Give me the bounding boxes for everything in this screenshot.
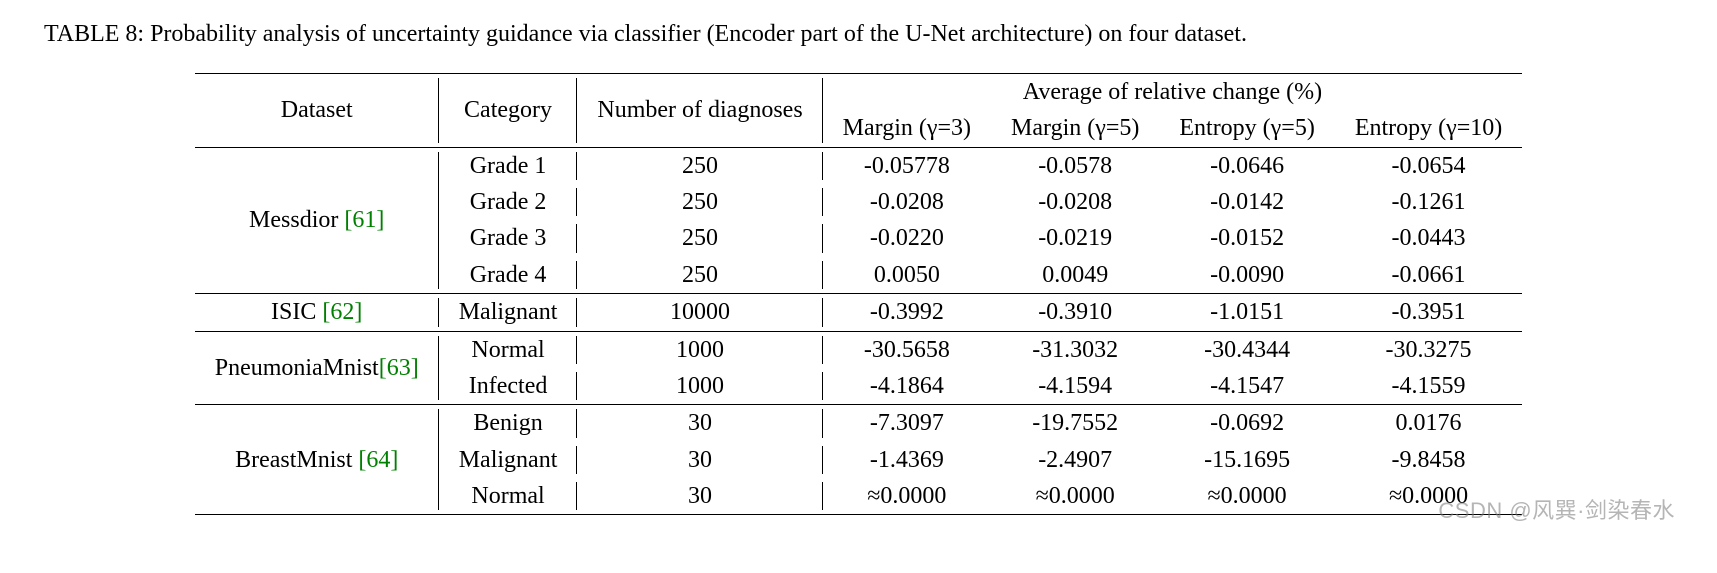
value-cell: -0.3951 xyxy=(1335,294,1522,331)
value-cell: -30.3275 xyxy=(1335,331,1522,368)
col-header-diagnoses: Number of diagnoses xyxy=(577,73,822,147)
category-cell: Benign xyxy=(439,405,578,442)
diagnoses-cell: 250 xyxy=(577,257,822,294)
diagnoses-cell: 250 xyxy=(577,147,822,184)
diagnoses-cell: 250 xyxy=(577,184,822,220)
value-cell: 0.0049 xyxy=(991,257,1159,294)
citation-link[interactable]: [63] xyxy=(379,355,419,381)
value-cell: -2.4907 xyxy=(991,442,1159,478)
value-cell: -0.0208 xyxy=(991,184,1159,220)
citation-link[interactable]: [64] xyxy=(358,447,398,473)
table-row: PneumoniaMnist[63]Normal1000-30.5658-31.… xyxy=(195,331,1523,368)
value-cell: -0.05778 xyxy=(823,147,991,184)
dataset-name-cell: BreastMnist [64] xyxy=(195,405,439,515)
value-cell: -30.4344 xyxy=(1159,331,1334,368)
col-header-entropy10: Entropy (γ=10) xyxy=(1335,110,1522,147)
value-cell: -4.1864 xyxy=(823,368,991,405)
dataset-name: PneumoniaMnist xyxy=(215,355,379,381)
col-header-margin3: Margin (γ=3) xyxy=(823,110,991,147)
category-cell: Grade 4 xyxy=(439,257,578,294)
col-header-entropy5: Entropy (γ=5) xyxy=(1159,110,1334,147)
table-row: BreastMnist [64]Benign30-7.3097-19.7552-… xyxy=(195,405,1523,442)
diagnoses-cell: 30 xyxy=(577,405,822,442)
diagnoses-cell: 250 xyxy=(577,220,822,256)
value-cell: -0.0443 xyxy=(1335,220,1522,256)
value-cell: -30.5658 xyxy=(823,331,991,368)
value-cell: -1.4369 xyxy=(823,442,991,478)
value-cell: -0.0208 xyxy=(823,184,991,220)
value-cell: -0.3992 xyxy=(823,294,991,331)
dataset-name-cell: Messdior [61] xyxy=(195,147,439,294)
value-cell: -0.0646 xyxy=(1159,147,1334,184)
diagnoses-cell: 1000 xyxy=(577,368,822,405)
value-cell: -0.0578 xyxy=(991,147,1159,184)
dataset-name: BreastMnist xyxy=(235,447,358,473)
dataset-name: Messdior xyxy=(249,207,344,233)
diagnoses-cell: 30 xyxy=(577,478,822,515)
diagnoses-cell: 30 xyxy=(577,442,822,478)
value-cell: -0.0152 xyxy=(1159,220,1334,256)
diagnoses-cell: 1000 xyxy=(577,331,822,368)
table-row: Messdior [61]Grade 1250-0.05778-0.0578-0… xyxy=(195,147,1523,184)
value-cell: 0.0050 xyxy=(823,257,991,294)
col-header-dataset: Dataset xyxy=(195,73,439,147)
citation-link[interactable]: [62] xyxy=(322,299,362,325)
value-cell: -0.0661 xyxy=(1335,257,1522,294)
citation-link[interactable]: [61] xyxy=(344,207,384,233)
value-cell: -0.0219 xyxy=(991,220,1159,256)
value-cell: -4.1594 xyxy=(991,368,1159,405)
category-cell: Infected xyxy=(439,368,578,405)
table-caption: TABLE 8: Probability analysis of uncerta… xyxy=(44,20,1677,49)
value-cell: -4.1559 xyxy=(1335,368,1522,405)
dataset-name-cell: PneumoniaMnist[63] xyxy=(195,331,439,405)
value-cell: -0.0654 xyxy=(1335,147,1522,184)
category-cell: Grade 3 xyxy=(439,220,578,256)
value-cell: ≈0.0000 xyxy=(1159,478,1334,515)
col-header-group: Average of relative change (%) xyxy=(823,73,1523,110)
col-header-margin5: Margin (γ=5) xyxy=(991,110,1159,147)
value-cell: -19.7552 xyxy=(991,405,1159,442)
table-row: ISIC [62]Malignant10000-0.3992-0.3910-1.… xyxy=(195,294,1523,331)
value-cell: ≈0.0000 xyxy=(823,478,991,515)
category-cell: Malignant xyxy=(439,442,578,478)
value-cell: -9.8458 xyxy=(1335,442,1522,478)
category-cell: Malignant xyxy=(439,294,578,331)
value-cell: ≈0.0000 xyxy=(991,478,1159,515)
category-cell: Grade 2 xyxy=(439,184,578,220)
data-table: Dataset Category Number of diagnoses Ave… xyxy=(195,73,1523,516)
table-body: Messdior [61]Grade 1250-0.05778-0.0578-0… xyxy=(195,147,1523,515)
dataset-name: ISIC xyxy=(271,299,322,325)
category-cell: Normal xyxy=(439,331,578,368)
value-cell: -1.0151 xyxy=(1159,294,1334,331)
diagnoses-cell: 10000 xyxy=(577,294,822,331)
category-cell: Grade 1 xyxy=(439,147,578,184)
value-cell: -0.0142 xyxy=(1159,184,1334,220)
page: TABLE 8: Probability analysis of uncerta… xyxy=(0,0,1717,545)
value-cell: -0.0090 xyxy=(1159,257,1334,294)
value-cell: -15.1695 xyxy=(1159,442,1334,478)
value-cell: -0.3910 xyxy=(991,294,1159,331)
category-cell: Normal xyxy=(439,478,578,515)
table-header: Dataset Category Number of diagnoses Ave… xyxy=(195,73,1523,147)
value-cell: 0.0176 xyxy=(1335,405,1522,442)
value-cell: -7.3097 xyxy=(823,405,991,442)
value-cell: -4.1547 xyxy=(1159,368,1334,405)
value-cell: -0.0692 xyxy=(1159,405,1334,442)
value-cell: -31.3032 xyxy=(991,331,1159,368)
dataset-name-cell: ISIC [62] xyxy=(195,294,439,331)
value-cell: -0.0220 xyxy=(823,220,991,256)
value-cell: ≈0.0000 xyxy=(1335,478,1522,515)
value-cell: -0.1261 xyxy=(1335,184,1522,220)
col-header-category: Category xyxy=(439,73,578,147)
